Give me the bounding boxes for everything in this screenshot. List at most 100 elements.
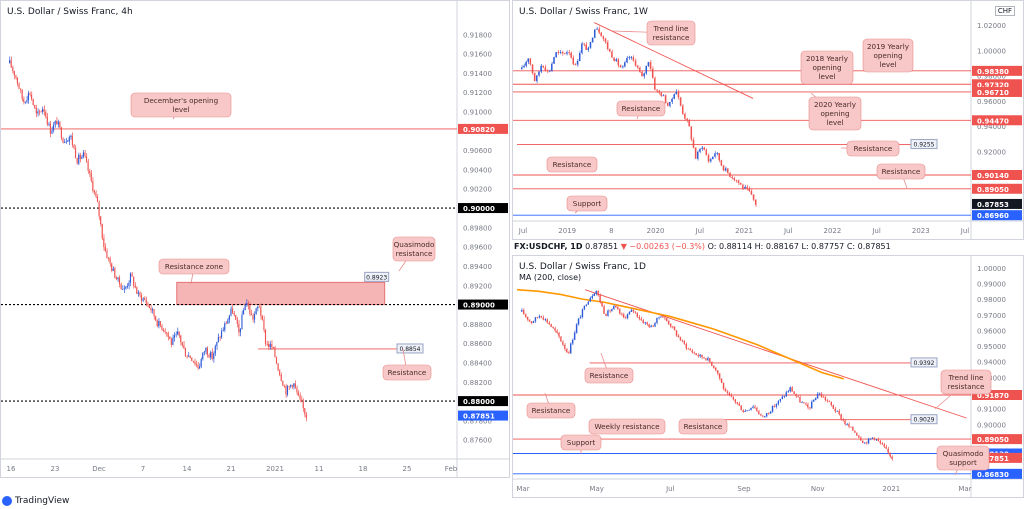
candle-body (673, 94, 675, 99)
candle-body (38, 111, 40, 113)
candle-body (125, 286, 127, 289)
candle-body (583, 43, 585, 45)
y-tick-label: 0.90200 (463, 186, 492, 194)
candle-body (887, 448, 889, 453)
candle-body (269, 344, 271, 348)
segment-price-label: 0.8854 (400, 346, 421, 353)
candle-body (12, 67, 14, 72)
candle-body (87, 161, 89, 171)
y-tick-label: 0.88800 (463, 321, 492, 329)
candle-body (673, 326, 676, 331)
candle-body (619, 65, 622, 68)
candle-body (225, 323, 227, 325)
candle-body (834, 408, 836, 412)
candle-body (724, 168, 727, 171)
chart-panel-daily[interactable]: U.S. Dollar / Swiss Franc, 1D MA (200, c… (512, 255, 1024, 498)
candle-body (681, 105, 684, 114)
segment-price-tag (396, 343, 424, 354)
candle-body (885, 446, 887, 449)
annotation-text: Resistance (590, 371, 629, 380)
candle-body (536, 75, 538, 82)
candle-body (569, 343, 572, 354)
ohlc-symbol: FX:USDCHF, 1D (514, 242, 583, 251)
candle-body (92, 180, 94, 192)
candle-body (650, 325, 652, 328)
candle-body (26, 100, 28, 103)
segment-price-tag (910, 357, 938, 368)
candle-body (617, 59, 620, 66)
candle-body (799, 397, 801, 403)
candle-body (705, 358, 707, 361)
candle-body (658, 317, 660, 319)
annotation-text: Resistance (622, 104, 661, 113)
candle-body (164, 330, 166, 333)
chart-panel-weekly[interactable]: U.S. Dollar / Swiss Franc, 1W CHF 1.0200… (512, 0, 1024, 240)
x-tick-label: 21 (227, 465, 236, 473)
candle-body (701, 354, 703, 358)
candle-body (528, 319, 531, 322)
candle-body (720, 160, 723, 166)
annotation-text: Resistance (532, 406, 571, 415)
chart-canvas-weekly[interactable]: 1.02000 1.00000 0.98000 0.96000 0.94000 0.920… (513, 1, 1023, 239)
y-tick-label: 0.90600 (463, 147, 492, 155)
candle-body (628, 57, 630, 59)
level-price-tag (972, 79, 1022, 90)
candle-body (521, 67, 523, 70)
candle-body (183, 344, 185, 349)
x-tick-label: Mar (958, 485, 971, 493)
level-price-label: 0.89050 (977, 186, 1009, 194)
candle-body (607, 310, 609, 316)
candle-body (867, 438, 870, 444)
level-price-label: 0.89050 (977, 436, 1009, 444)
candle-body (213, 353, 215, 359)
candle-body (611, 309, 613, 312)
candle-body (664, 317, 666, 319)
candle-body (550, 324, 552, 327)
candle-body (272, 347, 274, 348)
candle-body (777, 400, 780, 405)
annotation-text: Resistance (388, 368, 427, 377)
candle-body (667, 321, 670, 325)
candle-body (139, 292, 141, 296)
x-tick-label: 18 (359, 465, 368, 473)
candle-body (828, 400, 830, 402)
annotation-callout (808, 96, 862, 131)
x-tick-label: Mar (516, 485, 529, 493)
candle-body (153, 309, 155, 317)
candle-body (60, 127, 62, 139)
candle-body (208, 354, 210, 358)
candle-body (793, 391, 795, 394)
candle-body (79, 154, 81, 159)
tradingview-logo[interactable]: TradingView (2, 496, 69, 506)
candle-body (529, 58, 532, 65)
candle-body (81, 156, 83, 159)
candle-body (624, 317, 627, 319)
candle-body (737, 180, 740, 183)
candle-body (769, 411, 772, 414)
candle-body (540, 316, 542, 318)
candle-body (293, 383, 295, 387)
candle-body (765, 413, 768, 417)
candle-body (551, 63, 553, 71)
chart-panel-4h[interactable]: U.S. Dollar / Swiss Franc, 4h 0.91800 0.9… (0, 0, 510, 478)
candle-body (746, 410, 748, 412)
candle-body (797, 396, 799, 398)
annotation-callout (940, 369, 992, 395)
level-price-label: 0.86830 (977, 471, 1009, 479)
level-price-label: 0.86960 (977, 212, 1009, 220)
trend-line (593, 22, 754, 99)
candle-body (609, 310, 611, 312)
segment-price-tag (910, 139, 938, 150)
candle-body (752, 406, 754, 408)
candle-body (134, 285, 136, 288)
candle-body (299, 395, 301, 400)
candle-body (546, 319, 548, 323)
chart-canvas-daily[interactable]: 1.00000 0.99000 0.98000 0.97000 0.96000 0.950… (513, 256, 1023, 497)
candle-body (690, 126, 693, 140)
candle-body (233, 313, 235, 316)
candle-body (264, 329, 267, 344)
chart-canvas-4h[interactable]: 0.91800 0.91600 0.91400 0.91200 0.91000 0.908… (1, 1, 509, 477)
annotation-text: Resistance (854, 144, 893, 153)
x-tick-label: Feb (445, 465, 458, 473)
level-price-tag (972, 210, 1022, 221)
